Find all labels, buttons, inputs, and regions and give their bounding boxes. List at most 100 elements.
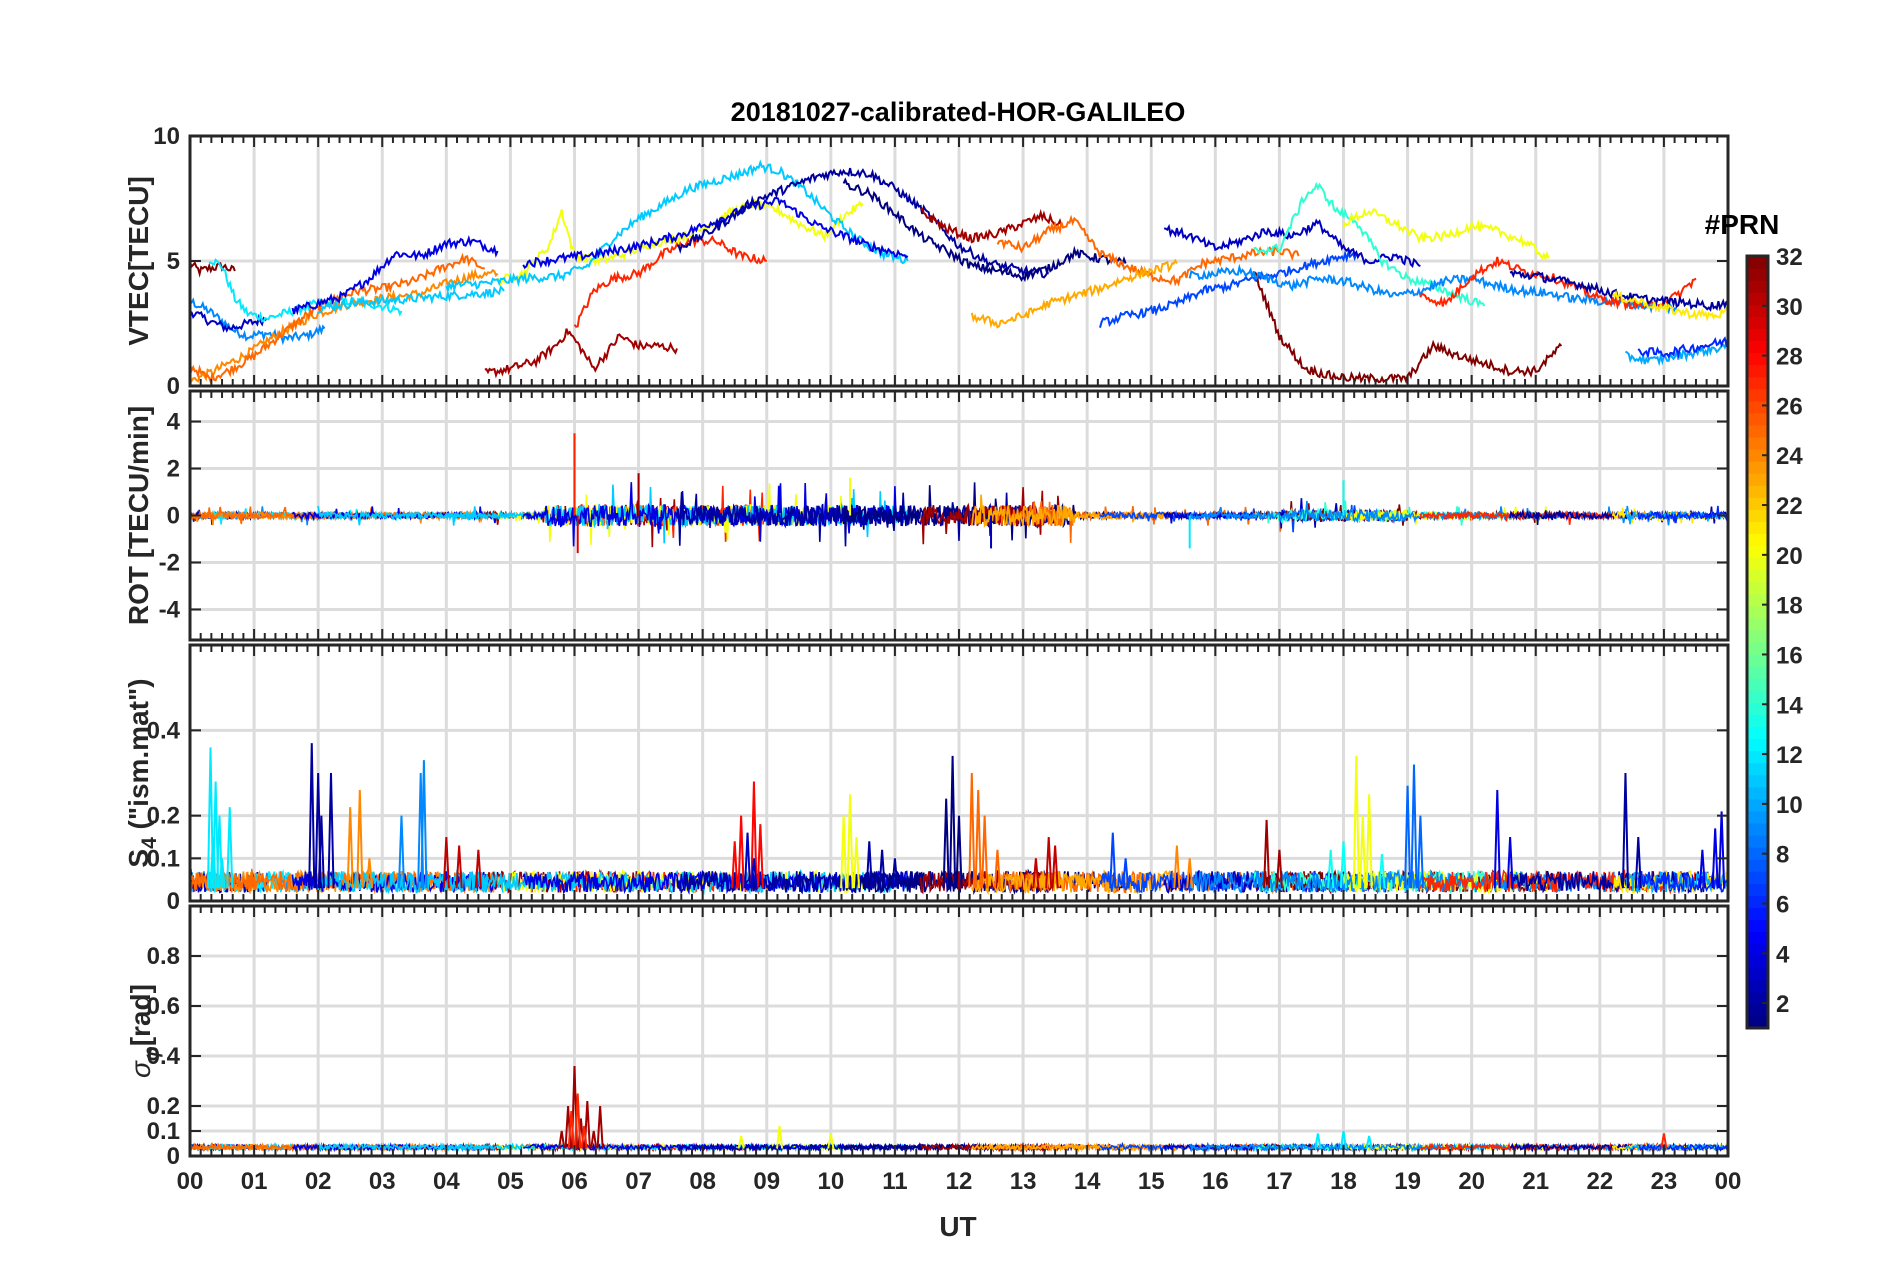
sigma-phi-spike	[1660, 1133, 1668, 1149]
s4-spike	[955, 815, 963, 889]
sigma-phi-spike	[776, 1125, 784, 1149]
s4-spike	[1711, 828, 1719, 889]
s4-spike	[442, 836, 450, 889]
colorbar-segment	[1747, 762, 1768, 776]
x-tick-label: 00	[177, 1168, 204, 1195]
colorbar-segment	[1747, 702, 1768, 715]
colorbar-tick-label: 20	[1776, 543, 1803, 570]
colorbar-segment	[1747, 316, 1768, 329]
vtec-series-line	[291, 234, 499, 316]
colorbar-tick-label: 26	[1776, 393, 1803, 420]
colorbar-tick-label: 8	[1776, 842, 1789, 869]
colorbar-segment	[1747, 509, 1768, 522]
sigma-phi-series-line	[317, 1141, 505, 1153]
x-tick-label: 11	[882, 1168, 907, 1195]
vtec-series-line	[522, 196, 909, 270]
x-tick-label: 09	[753, 1168, 780, 1195]
colorbar-segment	[1747, 424, 1768, 438]
s4-spike	[356, 790, 364, 889]
s4-spike	[1275, 849, 1283, 889]
s4-spike	[346, 807, 354, 889]
x-tick-label: 22	[1586, 1168, 1613, 1195]
rot-series-line	[971, 494, 1178, 529]
y-tick-label: 0	[167, 888, 180, 915]
colorbar-segment	[1747, 714, 1768, 728]
sigma-phi-spike	[827, 1133, 835, 1149]
x-axis-label: UT	[939, 1211, 976, 1242]
colorbar-segment	[1747, 1015, 1768, 1029]
colorbar-segment	[1747, 256, 1768, 269]
colorbar-segment	[1747, 436, 1768, 450]
colorbar-segment	[1747, 786, 1768, 800]
s4-spike	[327, 772, 335, 889]
s4-spike	[1410, 764, 1418, 889]
colorbar-tick-label: 24	[1776, 443, 1803, 470]
vtec-series-line	[190, 260, 236, 278]
s4-spike	[1032, 858, 1040, 889]
colorbar-segment	[1747, 473, 1768, 486]
x-tick-label: 20	[1458, 1168, 1485, 1195]
panel-3: 0 0.1 0.2 0.4S4 ("ism.mat")	[123, 643, 1730, 915]
sigma-phi-spike	[558, 1130, 566, 1149]
colorbar-segment	[1747, 810, 1768, 824]
colorbar-segment	[1747, 593, 1768, 607]
s4-spike	[750, 858, 758, 889]
x-tick-label: 18	[1330, 1168, 1357, 1195]
colorbar-segment	[1747, 376, 1768, 390]
colorbar-segment	[1747, 569, 1768, 583]
x-tick-label: 00	[1715, 1168, 1742, 1195]
colorbar-segment	[1747, 533, 1768, 547]
colorbar-segment	[1747, 654, 1768, 667]
x-tick-label: 03	[369, 1168, 396, 1195]
s4-spike	[1109, 832, 1117, 889]
colorbar-segment	[1747, 605, 1768, 619]
vtec-series-line	[445, 159, 909, 294]
sigma-phi-spike	[1365, 1135, 1373, 1149]
x-tick-label: 08	[689, 1168, 716, 1195]
colorbar-segment	[1747, 617, 1768, 631]
x-tick-label: 13	[1010, 1168, 1037, 1195]
colorbar-tick-label: 6	[1776, 891, 1789, 918]
s4-spike	[756, 824, 764, 889]
s4-spike	[891, 858, 899, 889]
x-tick-label: 15	[1138, 1168, 1165, 1195]
colorbar-segment	[1747, 690, 1768, 703]
x-tick-label: 01	[241, 1168, 268, 1195]
s4-series-line	[1189, 869, 1678, 895]
x-tick-label: 16	[1202, 1168, 1229, 1195]
sigma-phi-spike	[1339, 1130, 1348, 1149]
y-tick-label: 4	[167, 409, 181, 436]
colorbar-segment	[1747, 871, 1768, 884]
vtec-series-line	[190, 297, 326, 346]
s4-spike	[750, 781, 758, 889]
sigma-phi-series-line	[1510, 1142, 1728, 1153]
colorbar-segment	[1747, 979, 1768, 993]
y-axis-label: σφ[rad]	[125, 984, 163, 1078]
sigma-phi-series-line	[1342, 1141, 1550, 1153]
s4-spike	[218, 858, 226, 889]
y-tick-label: 0.4	[147, 1043, 181, 1070]
colorbar-segment	[1747, 328, 1768, 342]
colorbar-segment	[1747, 822, 1768, 836]
x-tick-label: 21	[1522, 1168, 1549, 1195]
s4-spike	[1378, 853, 1386, 889]
colorbar-segment	[1747, 1003, 1768, 1017]
s4-spike	[1339, 841, 1348, 889]
colorbar-tick-label: 16	[1776, 642, 1803, 669]
colorbar-segment	[1747, 497, 1768, 510]
colorbar-segment	[1747, 352, 1768, 366]
x-tick-label: 19	[1394, 1168, 1421, 1195]
s4-spike	[846, 794, 854, 889]
s4-spike	[731, 841, 739, 889]
colorbar-segment	[1747, 642, 1768, 655]
colorbar-segment	[1747, 774, 1768, 788]
colorbar-segment	[1747, 388, 1768, 402]
s4-spike	[1173, 845, 1181, 889]
s4-spike	[1051, 845, 1059, 889]
s4-spike	[397, 815, 406, 889]
colorbar-segment	[1747, 798, 1768, 812]
x-tick-label: 07	[625, 1168, 652, 1195]
vtec-series-line	[1188, 263, 1677, 315]
vtec-series-line	[1163, 218, 1421, 269]
y-tick-label: 0.1	[147, 1118, 180, 1145]
